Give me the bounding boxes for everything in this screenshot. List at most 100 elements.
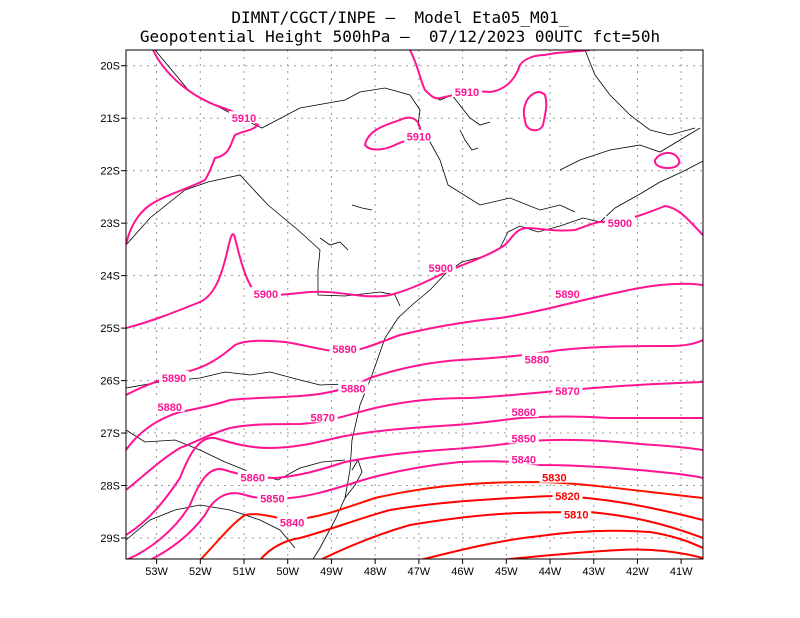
contour-label-bg bbox=[508, 405, 539, 418]
title-line-2: Geopotential Height 500hPa – 07/12/2023 … bbox=[139, 27, 661, 46]
lat-tick-label: 21S bbox=[100, 113, 120, 125]
lat-tick-label: 28S bbox=[100, 481, 120, 493]
contour-label-5880: 5880 bbox=[341, 383, 365, 395]
contour-label-5820: 5820 bbox=[555, 491, 579, 503]
lon-tick-label: 45W bbox=[495, 566, 518, 578]
lat-tick-label: 26S bbox=[100, 376, 120, 388]
contour-label-bg bbox=[257, 491, 288, 504]
contour-label-bg bbox=[338, 381, 369, 394]
lat-tick-label: 27S bbox=[100, 428, 120, 440]
lon-tick-label: 50W bbox=[276, 566, 299, 578]
contour-5910-ring bbox=[363, 116, 422, 151]
contour-label-5890: 5890 bbox=[332, 344, 356, 356]
reservoir-1 bbox=[429, 94, 491, 126]
title-line-1: DIMNT/CGCT/INPE – Model Eta05_M01_ bbox=[231, 8, 569, 27]
contour-label-bg bbox=[552, 489, 583, 502]
lon-tick-label: 47W bbox=[408, 566, 431, 578]
contour-label-5810: 5810 bbox=[564, 509, 588, 521]
contour-label-5870: 5870 bbox=[555, 386, 579, 398]
contour-label-bg bbox=[237, 470, 268, 483]
contour-label-5880: 5880 bbox=[525, 355, 549, 367]
contour-5810 bbox=[319, 510, 703, 559]
contour-label-bg bbox=[229, 111, 260, 124]
contour-label-bg bbox=[403, 129, 434, 142]
contour-label-5850: 5850 bbox=[512, 433, 536, 445]
contour-layer bbox=[126, 50, 703, 559]
contour-label-bg bbox=[539, 470, 570, 483]
contour-label-5910: 5910 bbox=[407, 132, 431, 144]
contour-5830 bbox=[199, 480, 703, 559]
contour-5790 bbox=[499, 548, 703, 559]
contour-5850 bbox=[126, 438, 703, 559]
contour-label-5910: 5910 bbox=[232, 113, 256, 125]
lon-tick-label: 41W bbox=[670, 566, 693, 578]
contour-label-bg bbox=[154, 399, 185, 412]
contour-label-5900: 5900 bbox=[428, 263, 452, 275]
contour-label-5860: 5860 bbox=[512, 407, 536, 419]
state-border-mg-rj bbox=[559, 127, 701, 171]
contour-label-5870: 5870 bbox=[310, 412, 334, 424]
contour-5880 bbox=[126, 339, 703, 451]
contour-label-5910: 5910 bbox=[455, 87, 479, 99]
lat-tick-label: 25S bbox=[100, 323, 120, 335]
contour-5910-east bbox=[653, 152, 681, 170]
state-border-sp-pr bbox=[126, 174, 401, 307]
contour-label-5900: 5900 bbox=[254, 289, 278, 301]
graticule bbox=[126, 50, 703, 559]
contour-label-bg bbox=[329, 342, 360, 355]
contour-label-bg bbox=[159, 370, 190, 383]
contour-label-bg bbox=[508, 431, 539, 444]
lon-tick-label: 51W bbox=[233, 566, 256, 578]
contour-label-5850: 5850 bbox=[260, 494, 284, 506]
lat-tick-label: 24S bbox=[100, 271, 120, 283]
axis-ticks: 53W 52W 51W 50W 49W 48W 47W 46W 45W 44W 43W 42W 41W 2… bbox=[100, 61, 693, 578]
reservoir-3 bbox=[351, 204, 373, 211]
contour-5910-blob bbox=[522, 91, 548, 132]
contour-label-5890: 5890 bbox=[162, 373, 186, 385]
contour-label-bg bbox=[307, 410, 338, 423]
reservoir-4 bbox=[319, 237, 349, 251]
lon-tick-label: 44W bbox=[539, 566, 562, 578]
contour-label-bg bbox=[277, 515, 308, 528]
contour-5800 bbox=[419, 529, 703, 559]
contour-label-5900: 5900 bbox=[608, 218, 632, 230]
lon-tick-label: 52W bbox=[189, 566, 212, 578]
contour-5870 bbox=[126, 381, 703, 491]
contour-label-bg bbox=[552, 384, 583, 397]
lon-tick-label: 49W bbox=[320, 566, 343, 578]
contour-label-bg bbox=[552, 287, 583, 300]
state-border-sc-rs bbox=[126, 429, 346, 481]
contour-label-bg bbox=[508, 452, 539, 465]
contour-label-5890: 5890 bbox=[555, 289, 579, 301]
reservoir-2 bbox=[459, 129, 479, 151]
contour-label-bg bbox=[451, 84, 482, 97]
contour-label-bg bbox=[561, 507, 592, 520]
contour-5890 bbox=[126, 282, 703, 396]
contour-labels: 5910 5910 5910 5900 5900 5900 5890 5890 5890 5880… bbox=[154, 84, 635, 529]
contour-5860 bbox=[126, 415, 703, 536]
state-border-mg-es bbox=[584, 50, 696, 136]
lat-tick-label: 20S bbox=[100, 61, 120, 73]
lon-tick-label: 42W bbox=[626, 566, 649, 578]
lon-tick-label: 53W bbox=[145, 566, 168, 578]
contour-label-bg bbox=[604, 216, 635, 229]
lat-tick-label: 23S bbox=[100, 218, 120, 230]
contour-label-bg bbox=[250, 287, 281, 300]
contour-label-5860: 5860 bbox=[241, 473, 265, 485]
plot-frame bbox=[125, 49, 704, 560]
lat-tick-label: 29S bbox=[100, 533, 120, 545]
lagoon bbox=[344, 459, 363, 499]
country-border-west bbox=[126, 504, 296, 549]
contour-label-5880: 5880 bbox=[157, 402, 181, 414]
lon-tick-label: 43W bbox=[582, 566, 605, 578]
contour-label-5840: 5840 bbox=[280, 517, 304, 529]
contour-5900 bbox=[126, 204, 703, 329]
contour-label-bg bbox=[425, 260, 456, 273]
contour-5910-north bbox=[409, 50, 591, 100]
lon-tick-label: 46W bbox=[451, 566, 474, 578]
contour-label-bg bbox=[521, 352, 552, 365]
contour-label-5830: 5830 bbox=[542, 473, 566, 485]
contour-label-5840: 5840 bbox=[512, 454, 536, 466]
contour-5910-west bbox=[126, 50, 260, 246]
